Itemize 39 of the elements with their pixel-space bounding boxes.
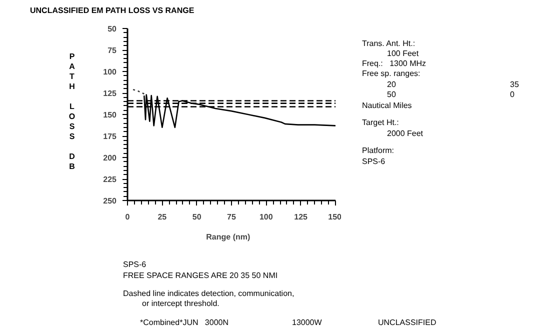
- x-tick-label: 125: [294, 212, 308, 222]
- y-tick-label: 150: [103, 110, 118, 120]
- text: UNCLASSIFIED: [378, 318, 436, 328]
- x-tick-label: 75: [227, 212, 236, 222]
- y-tick-label: 75: [108, 46, 118, 55]
- text: SPS-6: [362, 157, 386, 167]
- x-axis-title: Range (nm): [206, 232, 250, 242]
- y-tick-label: 200: [103, 154, 118, 162]
- text: Target Ht.:: [362, 118, 399, 128]
- text: 2000 Feet: [387, 129, 424, 139]
- text: Nautical Miles: [362, 101, 412, 111]
- text: 50: [387, 90, 396, 100]
- text: 0: [510, 90, 514, 100]
- text: FREE SPACE RANGES ARE 20 35 50 NMI: [123, 271, 278, 281]
- x-tick-label: 25: [158, 212, 168, 222]
- text: PATH LOSS DB: [68, 52, 76, 171]
- y-tick-label: 50: [108, 24, 118, 34]
- y-tick-label: 175: [103, 132, 118, 141]
- text: *Combined*JUN 3000N: [140, 318, 228, 328]
- x-tick-label: 100: [259, 212, 274, 222]
- y-tick-label: 250: [103, 196, 118, 206]
- text: 100 Feet: [387, 49, 419, 59]
- text: 35: [510, 80, 519, 90]
- x-tick-label: 0: [125, 212, 130, 222]
- text: Dashed line indicates detection, communication,: [123, 289, 294, 299]
- text: Free sp. ranges:: [362, 69, 420, 79]
- y-tick-label: 100: [103, 68, 118, 76]
- text: Trans. Ant. Ht.:: [362, 39, 416, 49]
- y-tick-label: 225: [103, 175, 118, 184]
- x-tick-label: 50: [192, 212, 202, 222]
- text: or intercept threshold.: [142, 299, 220, 309]
- text: Freq.: 1300 MHz: [362, 59, 426, 69]
- text: 20: [387, 80, 396, 90]
- text: 13000W: [292, 318, 322, 328]
- text: SPS-6: [123, 260, 146, 270]
- y-tick-label: 125: [103, 89, 118, 98]
- text: Platform:: [362, 146, 394, 156]
- chart-title: UNCLASSIFIED EM PATH LOSS VS RANGE: [30, 6, 194, 16]
- x-tick-label: 150: [328, 212, 342, 222]
